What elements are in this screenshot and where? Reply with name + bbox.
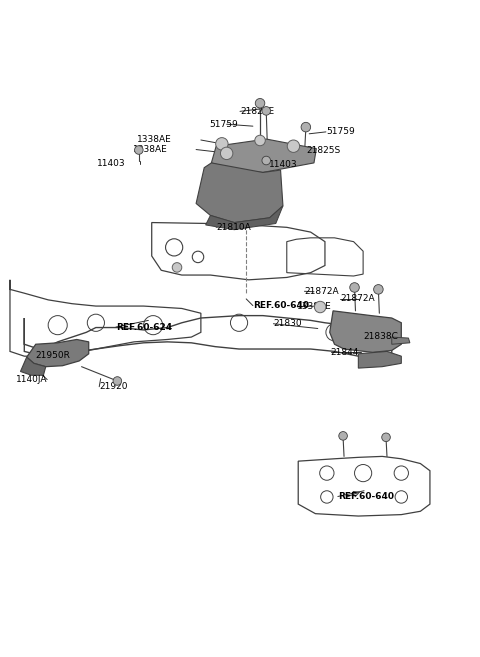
Circle shape: [314, 302, 326, 313]
Polygon shape: [211, 139, 316, 172]
Text: 21872A: 21872A: [340, 294, 375, 304]
Polygon shape: [205, 206, 283, 230]
Circle shape: [382, 433, 390, 442]
Polygon shape: [330, 311, 401, 352]
Text: 21844: 21844: [331, 348, 359, 357]
Circle shape: [134, 146, 143, 154]
Text: 21830: 21830: [274, 319, 302, 328]
Text: REF.60-640: REF.60-640: [338, 492, 394, 501]
Polygon shape: [196, 163, 283, 223]
Circle shape: [262, 106, 271, 115]
Text: 51759: 51759: [326, 127, 355, 137]
Text: 1338AE: 1338AE: [137, 135, 172, 145]
Text: 21838C: 21838C: [363, 332, 398, 341]
Text: 21920: 21920: [99, 382, 128, 391]
Text: 21821E: 21821E: [240, 107, 274, 116]
Text: 1140JA: 1140JA: [16, 375, 47, 384]
Text: 1338AE: 1338AE: [132, 145, 168, 154]
Polygon shape: [392, 337, 410, 344]
Circle shape: [287, 140, 300, 152]
Circle shape: [113, 376, 121, 385]
Text: REF.60-640: REF.60-640: [253, 301, 310, 310]
Circle shape: [350, 283, 360, 292]
Circle shape: [301, 122, 311, 132]
Circle shape: [255, 99, 265, 108]
Text: 51759: 51759: [209, 120, 238, 129]
Circle shape: [262, 156, 271, 165]
Polygon shape: [359, 351, 401, 368]
Polygon shape: [27, 340, 89, 367]
Text: 11403: 11403: [97, 160, 125, 168]
Polygon shape: [21, 357, 46, 375]
Text: 21950R: 21950R: [36, 351, 71, 360]
Circle shape: [339, 432, 348, 440]
Circle shape: [373, 284, 383, 294]
Circle shape: [216, 137, 228, 150]
Text: 21825S: 21825S: [307, 147, 341, 156]
Text: 11403: 11403: [269, 160, 297, 170]
Circle shape: [255, 135, 265, 146]
Circle shape: [220, 147, 233, 160]
Text: 1338AE: 1338AE: [297, 302, 332, 311]
Text: REF.60-624: REF.60-624: [116, 323, 172, 332]
Circle shape: [172, 263, 182, 272]
Text: 21872A: 21872A: [304, 286, 339, 296]
Text: 21810A: 21810A: [216, 223, 251, 232]
